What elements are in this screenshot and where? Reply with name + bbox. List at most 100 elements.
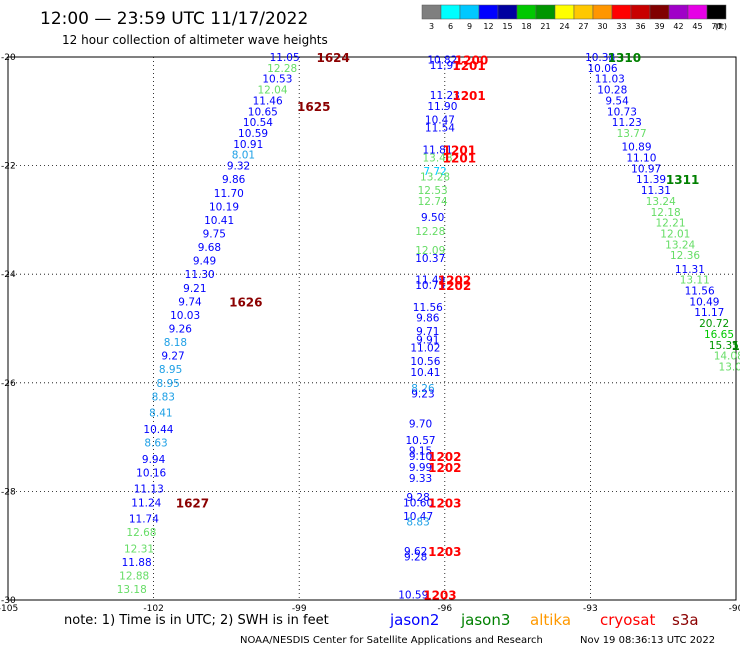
swh-value: 8.95 [159,364,182,376]
swh-value: 8.41 [149,408,172,420]
swh-value: 12.04 [257,85,287,97]
time-label: 1310 [608,51,641,65]
swh-value: 9.86 [222,174,246,186]
swh-value: 9.23 [411,389,434,401]
swh-value: 9.49 [193,256,216,268]
x-tick-label: -102 [143,604,163,614]
swh-value: 12.53 [418,185,448,197]
legend-swatch [421,4,442,20]
swh-value: 11.10 [626,152,656,164]
timestamp-text: Nov 19 08:36:13 UTC 2022 [580,635,715,646]
legend-swatch [611,4,632,20]
legend-swatch [516,4,537,20]
swh-value: 11.30 [185,269,215,281]
swh-value: 10.97 [631,163,661,175]
y-tick-label: -20 [1,53,16,63]
time-label: 1202 [428,450,461,464]
swh-value: 10.60 [403,497,433,509]
legend-label: 6 [448,22,453,31]
x-tick-label: -105 [0,604,18,614]
swh-value: 11.49 [415,275,445,287]
swh-value: 11.24 [131,497,161,509]
y-tick-label: -30 [1,596,16,606]
swh-value: 10.37 [415,253,445,265]
legend-swatch [535,4,556,20]
legend-label: 45 [692,22,702,31]
legend-label: 30 [597,22,607,31]
swh-value: 12.28 [267,63,297,75]
legend-swatch [668,4,689,20]
swh-value: 8.01 [232,150,255,162]
time-label: 1202 [438,279,471,293]
swh-value: 10.75 [415,280,445,292]
swh-value: 9.28 [404,552,427,564]
swh-value: 11.02 [410,343,440,355]
swh-value: 10.03 [170,310,200,322]
time-label: 1624 [316,51,349,65]
time-label: 1625 [297,100,330,114]
legend-label: 3 [429,22,434,31]
time-label: 1203 [428,496,461,510]
swh-value: 10.16 [136,467,166,479]
swh-value: 13.18 [117,584,147,596]
satellite-jason3: jason3 [460,611,510,629]
legend-label: 36 [635,22,645,31]
satellite-cryosat: cryosat [600,611,655,629]
swh-value: 11.90 [427,101,457,113]
legend-label: 15 [502,22,512,31]
swh-value: 13.11 [680,275,710,287]
legend-swatch [706,4,727,20]
swh-value: 11.46 [253,95,283,107]
credit-text: NOAA/NESDIS Center for Satellite Applica… [240,635,543,646]
swh-value: 10.44 [143,424,173,436]
subtitle: 12 hour collection of altimeter wave hei… [62,33,328,47]
swh-value: 9.54 [605,95,629,107]
swh-value: 11.31 [675,264,705,276]
satellite-s3a: s3a [672,611,699,629]
time-label: 1312 [731,339,740,353]
swh-value: 12.31 [124,543,154,555]
color-legend: 3 6 9 12 15 18 21 24 27 30 33 36 39 42 45 70 (ft) [421,4,727,31]
swh-value: 9.10 [409,451,432,463]
swh-value: 10.57 [406,435,436,447]
swh-value: 9.26 [169,324,193,336]
swh-value: 12.21 [655,218,685,230]
satellite-jason2: jason2 [389,611,439,629]
swh-value: 9.33 [409,473,432,485]
time-label: 1627 [176,496,209,510]
swh-value: 10.47 [403,511,433,523]
x-tick-label: -90 [729,604,740,614]
legend-swatch [497,4,518,20]
swh-value: 9.70 [409,419,432,431]
legend-labels: 3 6 9 12 15 18 21 24 27 30 33 36 39 42 45 70 [429,22,722,31]
legend-swatch [478,4,499,20]
swh-value: 8.83 [152,391,175,403]
swh-value: 10.41 [410,367,440,379]
time-label: 1201 [443,143,476,157]
legend-label: 70 [711,22,721,31]
swh-value: 10.59 [238,128,268,140]
swh-value: 16.65 [704,329,734,341]
y-tick-label: -28 [1,487,16,497]
swh-value: 10.89 [621,142,651,154]
swh-value: 12.28 [415,226,445,238]
swh-value: 11.31 [641,185,671,197]
time-label: 1200 [455,54,488,68]
swh-value: 8.26 [411,383,435,395]
swh-value: 10.54 [243,117,273,129]
data-points: 11.0512.2810.5312.0411.4610.6510.5410.59… [117,52,740,602]
swh-value: 12.74 [418,196,448,208]
swh-value: 10.65 [248,106,278,118]
legend-label: 21 [540,22,550,31]
swh-value: 11.56 [685,285,715,297]
swh-value: 10.53 [262,74,292,86]
swh-value: 7.72 [423,166,446,178]
swh-value: 11.17 [694,307,724,319]
swh-value: 9.32 [227,161,250,173]
swh-value: 13.28 [420,171,450,183]
swh-value: 9.68 [198,242,221,254]
swh-value: 10.41 [204,215,234,227]
time-label: 1626 [229,295,262,309]
plot-frame [7,56,737,601]
legend-swatch [649,4,670,20]
